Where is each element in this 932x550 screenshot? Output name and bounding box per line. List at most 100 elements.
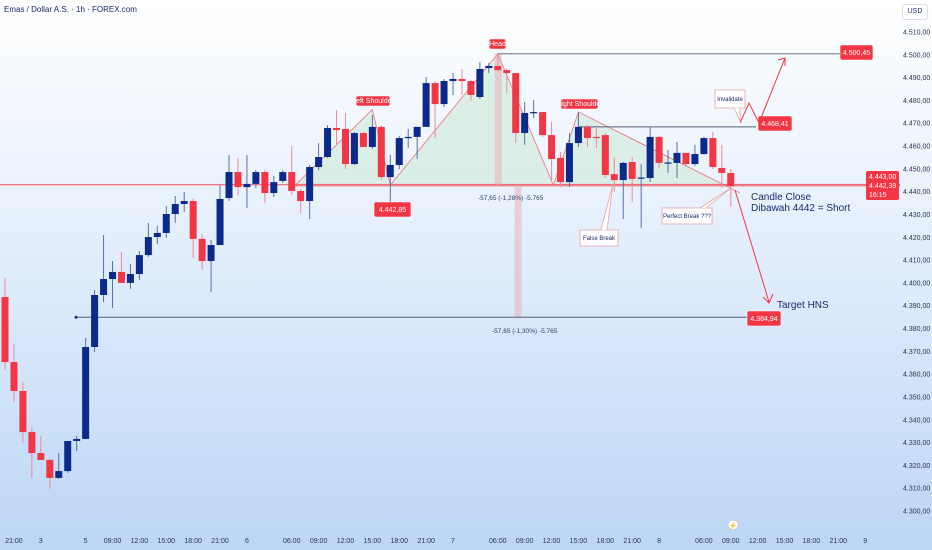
currency-button[interactable]: USD: [902, 4, 928, 20]
candle-down: [359, 133, 367, 147]
candle-up: [64, 440, 72, 472]
candle-down: [655, 136, 663, 163]
candle-up: [700, 138, 708, 155]
candle-up: [530, 112, 538, 114]
invalidate-level-label-box: [757, 115, 793, 132]
candle-down: [288, 172, 296, 191]
candle-up: [126, 274, 134, 283]
candle-down: [592, 136, 600, 139]
measure-band-target: [514, 185, 522, 318]
time-axis-label: 15:00: [158, 538, 176, 545]
candle-down: [458, 78, 466, 82]
invalidate-level-label: 4.468,41: [761, 121, 788, 128]
price-axis-label: 4.450,00: [903, 166, 930, 173]
time-axis-label: 09:00: [722, 538, 740, 545]
neckline-level-label: 4.442,85: [379, 207, 406, 214]
perfect-break-callout: Perfect Break ???: [663, 214, 712, 220]
candle-down: [261, 172, 269, 194]
invalidate-callout-box: [714, 89, 746, 109]
target-arrow: [734, 189, 770, 303]
candle-down: [1, 297, 9, 363]
candle-down: [727, 172, 735, 187]
time-axis-label: 15:00: [776, 538, 794, 545]
time-axis-label: 15:00: [364, 538, 382, 545]
measure-label-target: -57,65 (-1,30%) -5.765: [492, 328, 558, 335]
time-axis-label: 21:00: [830, 538, 848, 545]
candle-up: [637, 177, 645, 179]
arrowhead-down-icon: [762, 293, 774, 304]
head-label-box: [488, 38, 507, 50]
candle-up: [673, 152, 681, 163]
candle-up: [413, 126, 421, 137]
price-axis-label: 4.360,00: [903, 372, 930, 379]
candle-up: [521, 112, 529, 134]
candle-down: [333, 128, 341, 131]
candle-down: [494, 65, 502, 71]
time-axis-label: 7: [451, 538, 455, 545]
chart-title: Emas / Dollar A.S. · 1h · FOREX.com: [4, 5, 137, 14]
left-shoulder-label-box: [355, 95, 391, 107]
hns-pattern-fill: [295, 53, 727, 186]
price-axis-label: 4.340,00: [903, 417, 930, 424]
candle-down: [557, 157, 565, 183]
price-axis-label: 4.380,00: [903, 326, 930, 333]
invalidate-callout-pointer: [733, 107, 741, 122]
candle-up: [180, 201, 188, 204]
perfect-break-callout-pointer: [699, 187, 732, 209]
candle-up: [82, 347, 90, 439]
candle-up: [144, 237, 152, 256]
measure-label-head: -57,65 (-1,28%) -5.765: [478, 195, 544, 202]
candle-down: [718, 167, 726, 173]
price-axis-label: 4.440,00: [903, 189, 930, 196]
candle-down: [189, 201, 197, 239]
price-axis-label: 4.320,00: [903, 463, 930, 470]
candle-down: [10, 362, 18, 392]
candle-down: [583, 126, 591, 139]
candle-down: [431, 83, 439, 105]
time-axis-label: 09:00: [516, 538, 534, 545]
candle-up: [135, 255, 143, 275]
false-break-callout-pointer: [600, 183, 614, 231]
candle-down: [28, 432, 36, 454]
candle-up: [664, 162, 672, 164]
candle-up: [619, 162, 627, 181]
target-level-label-box: [746, 310, 782, 327]
candle-up: [440, 81, 448, 105]
candle-up: [109, 271, 117, 280]
candle-up: [171, 203, 179, 215]
candle-up: [350, 133, 358, 165]
time-axis-label: 12:00: [131, 538, 149, 545]
price-axis-label: 4.460,00: [903, 144, 930, 151]
candle-up: [162, 214, 170, 233]
time-axis-label: 06:00: [489, 538, 507, 545]
candle-down: [682, 152, 690, 165]
time-axis-label: 8: [657, 538, 661, 545]
candle-up: [404, 136, 412, 139]
candle-up: [386, 164, 394, 178]
price-axis-label: 4.400,00: [903, 280, 930, 287]
head-level-label-box: [839, 44, 874, 61]
time-axis-label: 18:00: [390, 538, 408, 545]
neckline-level-label-box: [373, 201, 412, 218]
time-axis-label: 09:00: [310, 538, 328, 545]
candle-down: [601, 135, 609, 176]
candle-down: [297, 190, 305, 202]
price-axis-label: 4.430,00: [903, 212, 930, 219]
head-level-label: 4.500,45: [843, 50, 870, 57]
target-anchor-dot: [74, 315, 78, 319]
candle-up: [207, 245, 215, 262]
right-shoulder-label-box: [560, 98, 599, 110]
candle-up: [73, 438, 81, 441]
price-axis-label: 4.500,00: [903, 52, 930, 59]
candle-up: [153, 232, 161, 238]
candle-up: [324, 128, 332, 157]
time-axis-label: 12:00: [543, 538, 561, 545]
price-axis-label: 4.310,00: [903, 486, 930, 493]
price-axis-label: 4.370,00: [903, 349, 930, 356]
candle-up: [691, 154, 699, 165]
candle-up: [100, 279, 108, 295]
candle-up: [368, 126, 376, 147]
candle-down: [539, 112, 547, 136]
lightning-icon: ⚡: [729, 521, 738, 530]
